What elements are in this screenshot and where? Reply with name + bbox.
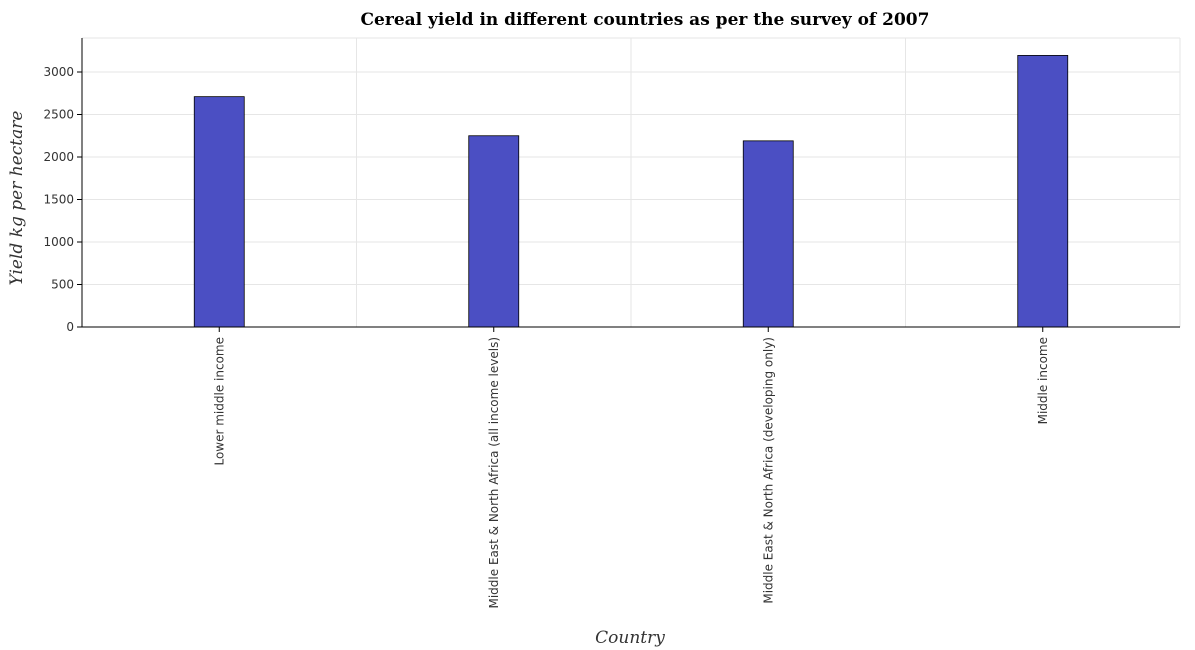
y-axis-label: Yield kg per hectare <box>7 111 27 286</box>
bars <box>193 55 1069 328</box>
y-tick-label: 1500 <box>43 193 74 207</box>
y-tick-label: 3000 <box>43 65 74 79</box>
x-tick-label: Middle East & North Africa (all income l… <box>487 337 501 609</box>
axes <box>77 38 1180 332</box>
y-tick-label: 2000 <box>43 150 74 164</box>
x-tick-label: Middle income <box>1036 337 1050 424</box>
x-axis-label: Country <box>595 628 665 648</box>
y-tick-label: 1000 <box>43 235 74 249</box>
grid-lines <box>81 37 1181 328</box>
y-tick-labels: 0 500 1000 1500 2000 2500 3000 <box>43 65 74 334</box>
x-tick-label: Lower middle income <box>212 337 226 466</box>
bar <box>742 140 794 328</box>
bar <box>468 135 520 328</box>
x-tick-labels: Lower middle income Middle East & North A… <box>212 337 1050 609</box>
y-tick-label: 2500 <box>43 108 74 122</box>
y-tick-label: 500 <box>51 278 74 292</box>
bar <box>1017 55 1069 328</box>
y-tick-label: 0 <box>66 320 74 334</box>
x-tick-label: Middle East & North Africa (developing o… <box>761 337 775 604</box>
chart-title: Cereal yield in different countries as p… <box>361 10 930 30</box>
bar <box>193 96 245 328</box>
